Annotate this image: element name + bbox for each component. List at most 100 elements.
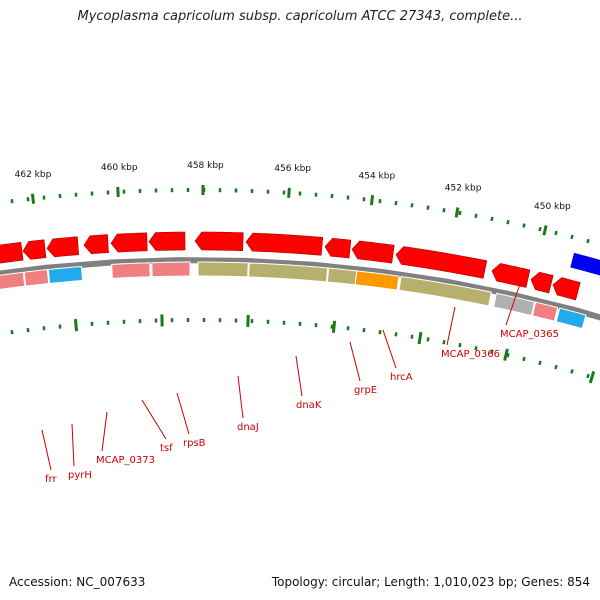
- cds-block: [531, 301, 559, 322]
- minor-tick: [458, 342, 462, 348]
- minor-tick: [570, 234, 574, 240]
- label-leader: [295, 355, 303, 397]
- label-leader: [446, 306, 456, 346]
- major-tick: [542, 225, 548, 236]
- gene-label: MCAP_0366: [441, 349, 500, 360]
- gene-label: frr: [45, 474, 57, 485]
- label-leader: [382, 329, 397, 369]
- minor-tick: [394, 200, 398, 206]
- cds-block: [398, 275, 492, 307]
- gene-label: MCAP_0365: [500, 329, 559, 340]
- tick-label: 454 kbp: [359, 171, 396, 181]
- major-tick: [588, 370, 596, 384]
- tick-label: 458 kbp: [187, 161, 224, 171]
- minor-tick: [410, 203, 414, 208]
- minor-tick: [554, 364, 558, 370]
- map-title: Mycoplasma capricolum subsp. capricolum …: [77, 9, 523, 24]
- cds-block: [493, 292, 536, 317]
- minor-tick: [426, 337, 430, 342]
- tick-label: 452 kbp: [445, 184, 482, 194]
- minor-tick: [442, 208, 446, 213]
- minor-tick: [570, 369, 574, 374]
- minor-tick: [522, 356, 526, 362]
- minor-tick: [474, 346, 478, 351]
- minor-tick: [554, 230, 558, 236]
- gene-label: dnaJ: [237, 422, 259, 433]
- gene-label: rpsB: [183, 438, 206, 449]
- minor-tick: [410, 334, 414, 339]
- gene-label: pyrH: [68, 470, 92, 481]
- gene-label: MCAP_0373: [96, 455, 155, 466]
- label-leader: [41, 429, 52, 471]
- minor-tick: [586, 238, 590, 244]
- minor-tick: [458, 210, 462, 216]
- gene-arrow: [110, 232, 148, 253]
- backbone-arc: [0, 257, 600, 321]
- minor-tick: [538, 226, 542, 232]
- gene-label: hrcA: [390, 372, 413, 383]
- cds-block: [248, 262, 329, 283]
- major-tick: [369, 195, 375, 206]
- minor-tick: [10, 329, 14, 335]
- gene-arrow: [22, 239, 47, 260]
- gene-arrow: [324, 237, 352, 259]
- minor-tick: [522, 223, 526, 228]
- gene-arrow: [148, 231, 186, 251]
- major-tick: [116, 186, 120, 198]
- tick-label: 462 kbp: [15, 170, 52, 180]
- minor-tick: [506, 219, 510, 225]
- label-leader: [237, 375, 244, 419]
- tick-label: 460 kbp: [101, 163, 138, 173]
- gene-arrow: [194, 231, 244, 252]
- blue-feature: [570, 252, 600, 276]
- minor-tick: [490, 216, 494, 222]
- gene-label: tsf: [160, 443, 173, 454]
- gene-label: dnaK: [296, 400, 322, 411]
- major-tick: [30, 193, 36, 204]
- cds-block: [23, 269, 50, 287]
- gene-arrow: [0, 241, 24, 264]
- minor-tick: [394, 332, 398, 337]
- gene-arrow: [46, 236, 80, 258]
- major-tick: [417, 331, 423, 345]
- accession-text: Accession: NC_007633: [9, 575, 146, 589]
- major-tick: [287, 187, 291, 198]
- gene-arrow: [491, 263, 531, 288]
- minor-tick: [586, 373, 590, 379]
- major-tick: [454, 207, 460, 218]
- minor-tick: [538, 360, 542, 366]
- tick-label: 456 kbp: [274, 164, 311, 174]
- cds-block: [197, 261, 249, 278]
- gene-arrow: [530, 271, 554, 294]
- cds-block: [47, 265, 84, 284]
- label-leader: [176, 392, 190, 435]
- gene-arrow: [245, 232, 324, 256]
- gene-label: grpE: [354, 385, 377, 396]
- minor-tick: [490, 349, 494, 354]
- cds-block: [111, 262, 151, 279]
- label-leader: [71, 423, 75, 467]
- topology-summary: Topology: circular; Length: 1,010,023 bp…: [271, 575, 590, 589]
- cds-block: [151, 261, 191, 278]
- tick-label: 450 kbp: [534, 202, 571, 212]
- minor-tick: [474, 213, 478, 219]
- gene-arrow: [552, 277, 581, 301]
- cds-block: [555, 307, 587, 330]
- minor-tick: [378, 329, 382, 335]
- cds-block: [326, 267, 358, 286]
- gene-arrow: [395, 246, 488, 279]
- gene-arrow: [83, 234, 109, 255]
- label-leader: [505, 280, 522, 326]
- cds-block: [354, 270, 400, 291]
- label-leader: [349, 341, 361, 382]
- cds-block: [0, 271, 26, 290]
- major-tick: [503, 348, 509, 361]
- major-tick: [73, 319, 79, 332]
- minor-tick: [506, 352, 510, 358]
- major-tick: [331, 320, 337, 333]
- label-leader: [141, 399, 167, 440]
- gene-arrow: [351, 240, 395, 264]
- minor-tick: [442, 339, 446, 345]
- minor-tick: [426, 205, 430, 210]
